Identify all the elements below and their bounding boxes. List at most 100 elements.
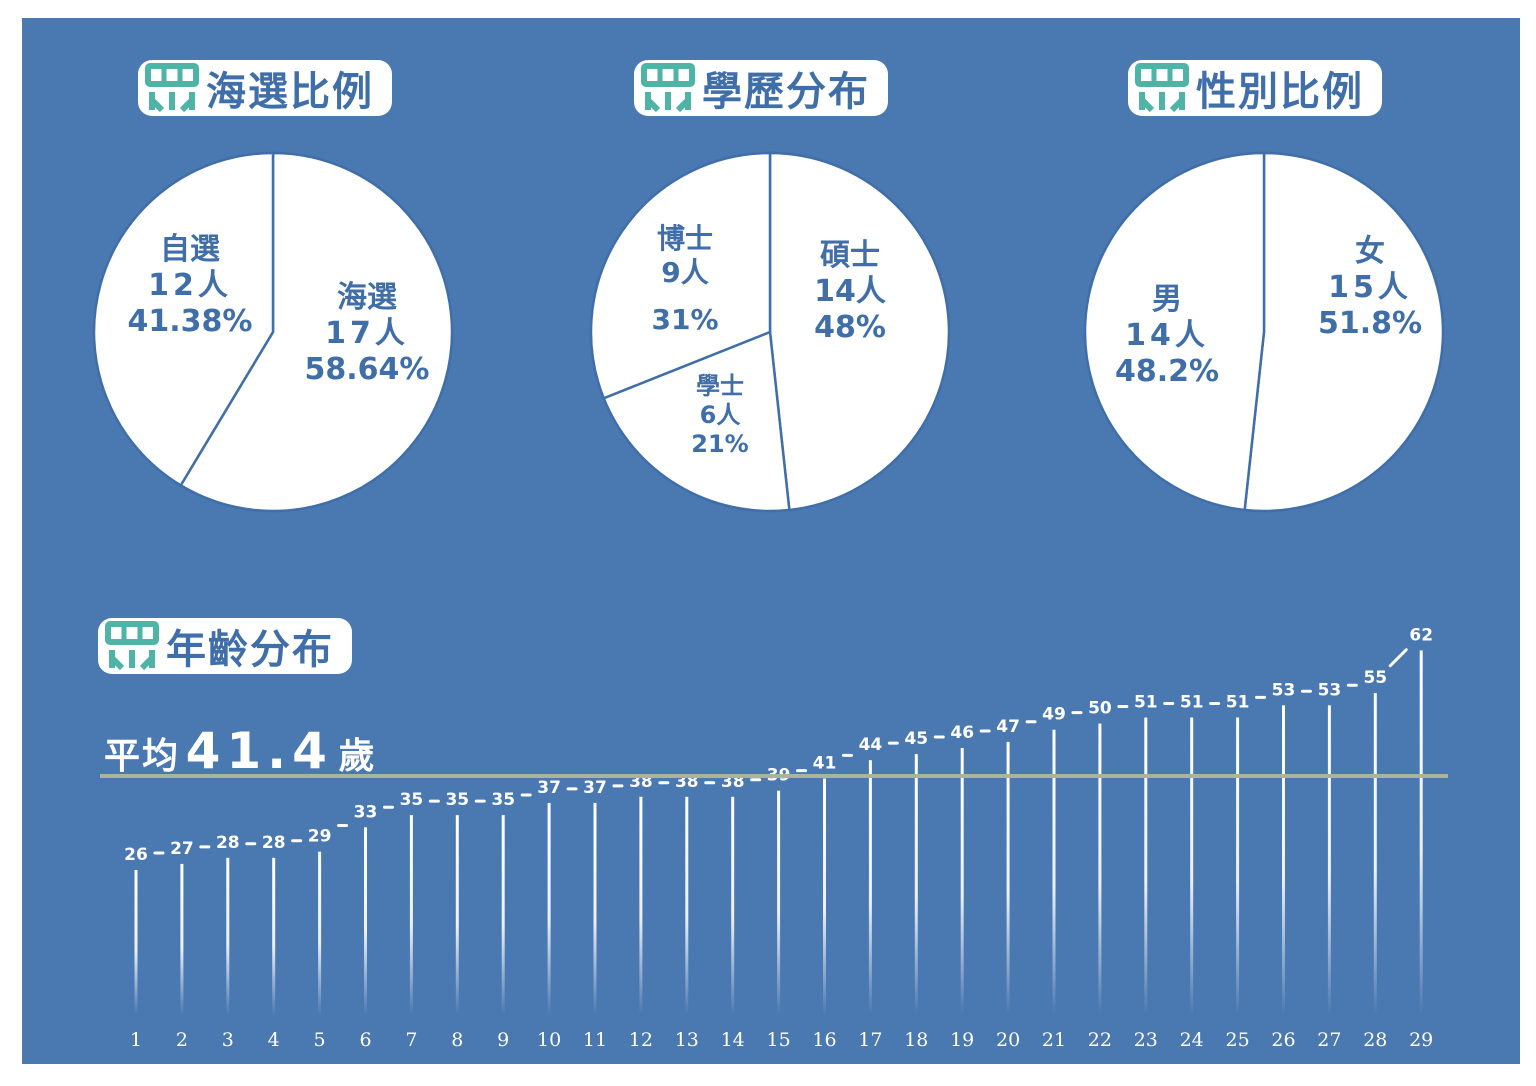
female-count: 15人 — [1328, 270, 1412, 305]
education-pie-slice-1 — [768, 151, 951, 512]
age-value-label-9: 35 — [491, 790, 515, 810]
age-category-label-26: 26 — [1271, 1029, 1295, 1051]
age-value-label-23: 51 — [1134, 693, 1158, 713]
average-value: 41.4 — [185, 722, 333, 780]
female-pct: 51.8% — [1317, 306, 1423, 341]
phd-name: 博士 — [656, 222, 713, 255]
age-bar-21 — [1052, 729, 1056, 1015]
age-bar-24 — [1190, 717, 1194, 1015]
age-bar-14 — [731, 796, 735, 1015]
audition-pie-slice-1 — [178, 151, 454, 513]
age-category-label-6: 6 — [359, 1029, 371, 1051]
age-bar-22 — [1098, 723, 1102, 1015]
title-audition-text: 海選比例 — [206, 69, 374, 115]
age-bar-11 — [593, 802, 597, 1015]
age-category-label-29: 29 — [1409, 1029, 1433, 1051]
education-pie-slice-2 — [602, 330, 791, 513]
age-value-label-20: 47 — [996, 717, 1020, 737]
age-bar-8 — [455, 815, 459, 1015]
age-category-label-14: 14 — [721, 1029, 745, 1051]
average-label: 平均 — [104, 736, 181, 777]
education-pie-slice-3 — [589, 151, 772, 400]
age-bar-29 — [1419, 650, 1423, 1015]
pie-label-self: 自選 12人 41.38% — [120, 232, 260, 340]
age-category-label-22: 22 — [1088, 1029, 1112, 1051]
age-category-label-5: 5 — [314, 1029, 326, 1051]
age-bar-9 — [501, 815, 505, 1015]
age-value-label-3: 28 — [216, 833, 240, 853]
logo-icon — [145, 63, 199, 113]
age-category-label-19: 19 — [950, 1029, 974, 1051]
logo-icon — [1135, 63, 1189, 113]
age-category-label-4: 4 — [268, 1029, 280, 1051]
age-category-label-15: 15 — [767, 1029, 791, 1051]
age-category-label-20: 20 — [996, 1029, 1020, 1051]
age-value-label-28: 55 — [1363, 668, 1387, 688]
male-pct: 48.2% — [1114, 354, 1220, 389]
age-value-label-27: 53 — [1318, 680, 1342, 700]
title-education: 學歷分布 — [634, 60, 888, 116]
logo-icon — [105, 621, 159, 671]
age-value-label-10: 37 — [537, 778, 561, 798]
title-audition: 海選比例 — [138, 60, 392, 116]
age-category-label-28: 28 — [1363, 1029, 1387, 1051]
average-age-label: 平均 41.4 歲 — [104, 722, 375, 780]
age-value-label-6: 33 — [354, 802, 378, 822]
age-value-label-16: 41 — [813, 754, 837, 774]
age-bar-3 — [226, 857, 230, 1015]
age-value-label-18: 45 — [904, 729, 928, 749]
title-gender-text: 性別比例 — [1196, 69, 1364, 115]
age-bar-12 — [639, 796, 643, 1015]
age-bar-28 — [1373, 693, 1377, 1015]
age-category-label-12: 12 — [629, 1029, 653, 1051]
age-value-label-2: 27 — [170, 839, 194, 859]
age-category-label-18: 18 — [904, 1029, 928, 1051]
bachelor-name: 學士 — [696, 372, 744, 400]
age-bar-19 — [960, 748, 964, 1015]
age-value-label-4: 28 — [262, 833, 286, 853]
phd-pct: 31% — [651, 303, 719, 337]
age-bar-5 — [318, 851, 322, 1015]
age-category-label-24: 24 — [1180, 1029, 1204, 1051]
open-count: 17人 — [325, 316, 409, 351]
age-category-label-16: 16 — [812, 1029, 836, 1051]
age-bar-23 — [1144, 717, 1148, 1015]
phd-count: 9人 — [661, 255, 709, 289]
age-category-label-3: 3 — [222, 1029, 234, 1051]
age-bar-2 — [180, 863, 184, 1015]
gender-pie-slice-2 — [1083, 151, 1266, 512]
self-count: 12人 — [148, 268, 232, 303]
age-category-label-25: 25 — [1226, 1029, 1250, 1051]
age-bar-6 — [364, 827, 367, 1015]
logo-icon — [641, 63, 695, 113]
age-category-label-8: 8 — [451, 1029, 463, 1051]
audition-pie-slice-2 — [92, 151, 275, 488]
age-category-label-17: 17 — [858, 1029, 882, 1051]
age-value-label-5: 29 — [308, 827, 332, 847]
age-bar-7 — [409, 815, 413, 1015]
age-value-label-29: 62 — [1409, 625, 1433, 645]
age-category-label-1: 1 — [130, 1029, 142, 1051]
age-category-label-21: 21 — [1042, 1029, 1066, 1051]
title-education-text: 學歷分布 — [702, 69, 870, 115]
self-pct: 41.38% — [127, 304, 253, 339]
age-bar-27 — [1327, 705, 1331, 1015]
age-bar-4 — [272, 857, 276, 1015]
age-bar-25 — [1236, 717, 1240, 1015]
master-pct: 48% — [814, 310, 886, 345]
age-category-label-11: 11 — [583, 1029, 607, 1051]
age-category-label-7: 7 — [405, 1029, 417, 1051]
age-bar-13 — [685, 796, 689, 1015]
pie-label-open: 海選 17人 58.64% — [292, 280, 442, 388]
age-bar-18 — [914, 754, 918, 1015]
female-name: 女 — [1355, 234, 1385, 269]
age-category-label-23: 23 — [1134, 1029, 1158, 1051]
age-bar-16 — [823, 778, 826, 1015]
open-pct: 58.64% — [304, 352, 430, 387]
pie-label-male: 男 14人 48.2% — [1102, 282, 1232, 390]
age-category-label-27: 27 — [1317, 1029, 1341, 1051]
self-name: 自選 — [160, 232, 220, 267]
age-value-label-1: 26 — [124, 845, 148, 865]
age-value-label-21: 49 — [1042, 705, 1066, 725]
